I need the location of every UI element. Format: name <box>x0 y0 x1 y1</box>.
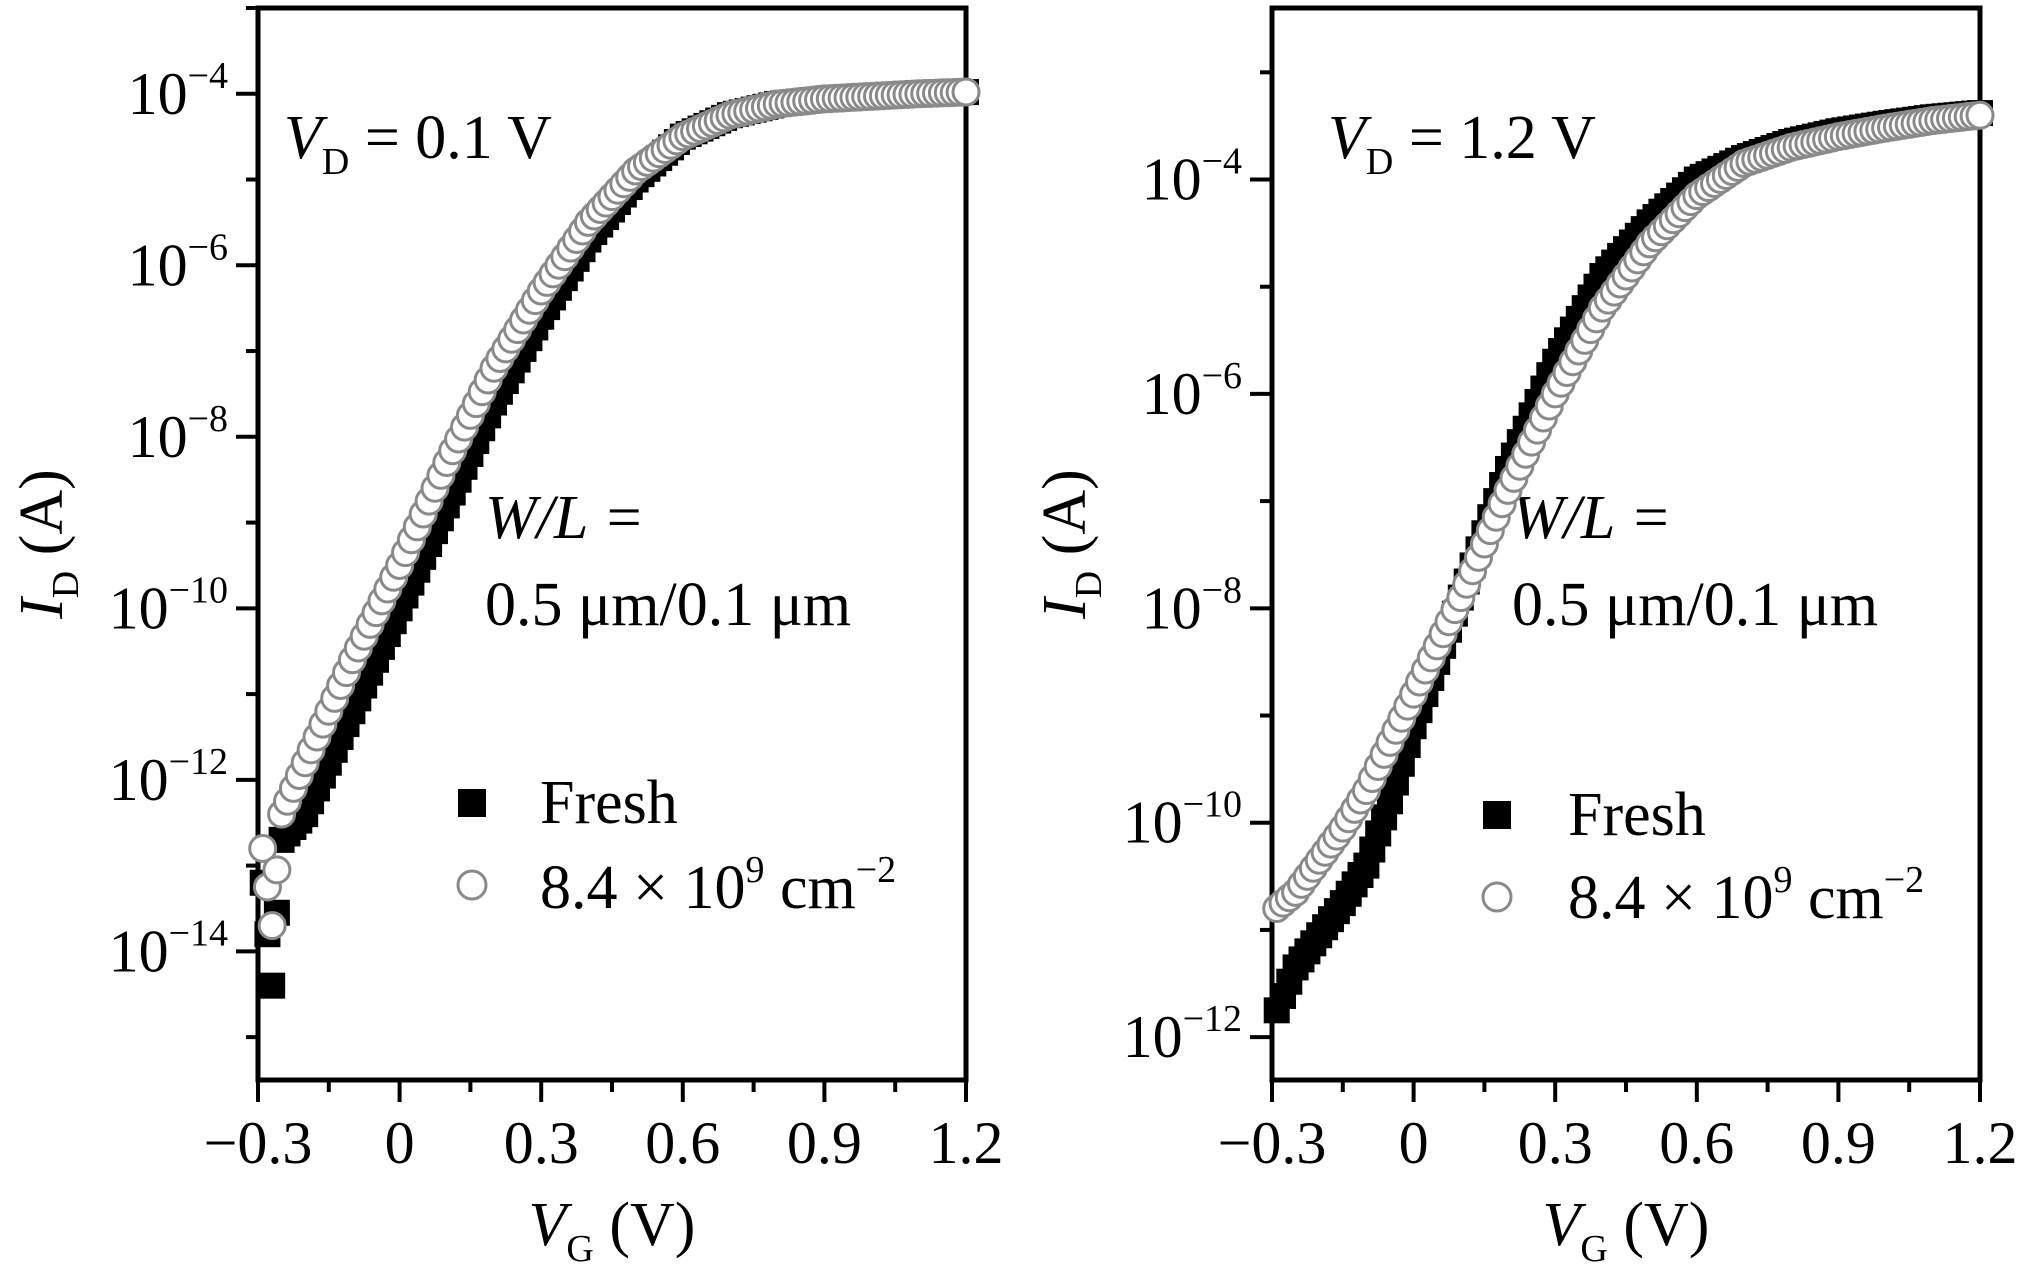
series-stressed <box>248 77 981 941</box>
x-tick-label: 1.2 <box>929 1110 1004 1176</box>
y-tick-label: 10−12 <box>109 741 228 813</box>
legend-marker-fresh <box>1483 801 1511 829</box>
legend-label-fresh: Fresh <box>1568 781 1706 849</box>
y-axis-label: ID (A) <box>1031 469 1110 620</box>
legend: Fresh 8.4 × 109 cm−2 <box>456 769 896 922</box>
legend-marker-fresh <box>458 789 486 817</box>
legend: Fresh 8.4 × 109 cm−2 <box>1481 781 1924 932</box>
x-tick-label: 0.6 <box>645 1110 720 1176</box>
y-tick-label: 10−12 <box>1123 998 1242 1070</box>
vd-annotation: VD = 1.2 V <box>1328 104 1596 183</box>
wl-value: 0.5 μm/0.1 μm <box>1512 571 1878 639</box>
x-tick-label: 0.3 <box>1518 1110 1593 1176</box>
x-tick-label: 0.9 <box>787 1110 862 1176</box>
vd-annotation: VD = 0.1 V <box>284 104 552 183</box>
legend-label-stressed: 8.4 × 109 cm−2 <box>540 849 896 922</box>
y-tick-label: 10−4 <box>128 55 228 127</box>
chart-panel-2: 10−4 10−6 10−8 10−10 10−12 −0.3 0 0.3 0.6 0.9 1.2 V… <box>1031 5 2018 1269</box>
data-point-stressed <box>257 911 287 941</box>
y-tick-label: 10−8 <box>128 398 228 470</box>
data-point-stressed <box>248 833 278 863</box>
x-tick-label: 0 <box>1399 1110 1429 1176</box>
x-tick-label: 0.6 <box>1659 1110 1734 1176</box>
legend-label-stressed: 8.4 × 109 cm−2 <box>1568 859 1924 932</box>
x-tick-label: 0.3 <box>504 1110 579 1176</box>
wl-annotation: W/L = <box>1512 484 1672 552</box>
y-tick-label: 10−14 <box>109 912 228 984</box>
x-tick-label: 1.2 <box>1943 1110 2018 1176</box>
data-point-stressed <box>951 77 981 107</box>
wl-annotation: W/L = <box>485 484 645 552</box>
x-tick-label: 0 <box>385 1110 415 1176</box>
y-tick-label: 10−6 <box>1142 355 1242 427</box>
x-axis-label: VG (V) <box>529 1191 696 1269</box>
y-tick-label: 10−6 <box>128 226 228 298</box>
data-point-fresh <box>259 972 286 999</box>
x-tick-label: 0.9 <box>1801 1110 1876 1176</box>
x-tick-label: −0.3 <box>1218 1110 1327 1176</box>
data-point-stressed <box>262 855 292 885</box>
series-stressed <box>1262 100 1995 923</box>
legend-label-fresh: Fresh <box>540 769 678 837</box>
wl-value: 0.5 μm/0.1 μm <box>485 571 851 639</box>
legend-marker-stressed <box>1481 881 1513 913</box>
chart-panel-1: 10−4 10−6 10−8 10−10 10−12 10−14 −0.3 0 0.3 0.6 0.… <box>8 5 1004 1269</box>
y-tick-label: 10−10 <box>1123 784 1242 856</box>
x-tick-label: −0.3 <box>204 1110 313 1176</box>
x-axis-label: VG (V) <box>1543 1191 1710 1269</box>
data-point-stressed <box>1965 100 1995 130</box>
y-tick-label: 10−4 <box>1142 141 1242 213</box>
y-axis-label: ID (A) <box>8 469 87 620</box>
y-tick-label: 10−10 <box>109 569 228 641</box>
legend-marker-stressed <box>456 869 488 901</box>
y-tick-label: 10−8 <box>1142 569 1242 641</box>
